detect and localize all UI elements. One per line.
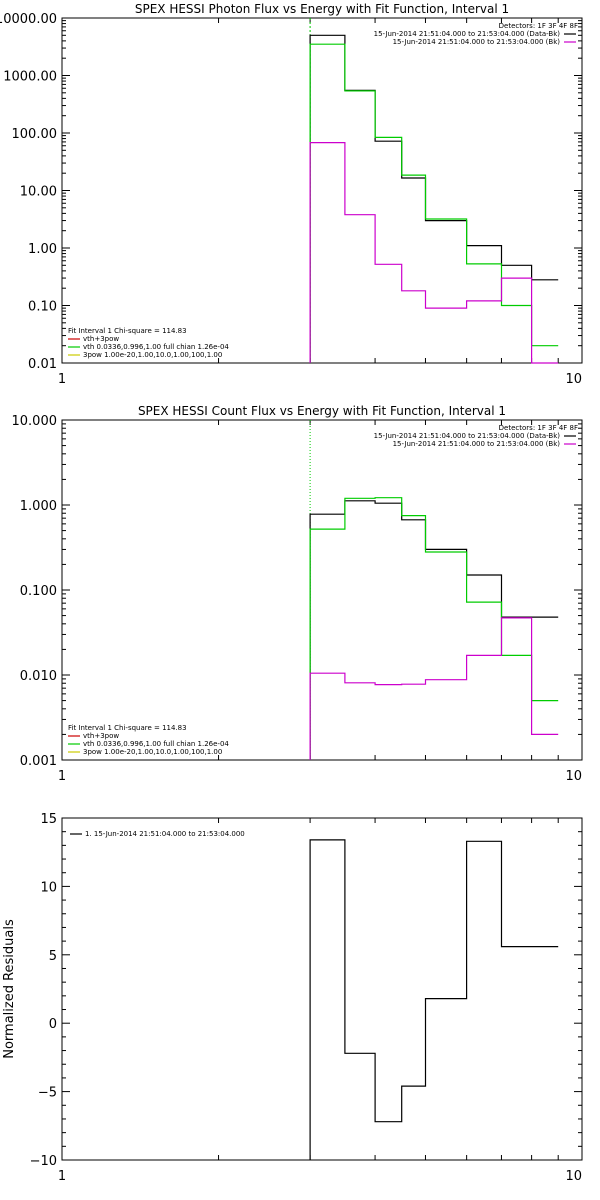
series-line-data-bk xyxy=(309,500,559,760)
y-tick-label: 5 xyxy=(49,949,57,964)
x-tick-label: 10 xyxy=(565,372,582,387)
legend-entry: Fit Interval 1 Chi-square = 114.83 xyxy=(68,327,187,335)
series-line-data-bk xyxy=(309,34,559,363)
y-tick-label: 10000.00 xyxy=(0,12,57,27)
legend-entry: vth+3pow xyxy=(83,732,119,740)
y-tick-label: 100.00 xyxy=(12,127,58,142)
y-tick-label: 10 xyxy=(40,880,57,895)
y-tick-label: 0.010 xyxy=(20,669,57,684)
legend-entry: Detectors: 1F 3F 4F 8F xyxy=(499,424,578,432)
y-tick-label: −5 xyxy=(38,1086,57,1101)
legend-entry: Fit Interval 1 Chi-square = 114.83 xyxy=(68,724,187,732)
y-tick-label: −10 xyxy=(30,1154,57,1169)
chart-panel-count-flux: SPEX HESSI Count Flux vs Energy with Fit… xyxy=(12,404,583,784)
x-tick-label: 10 xyxy=(565,1169,582,1184)
legend-entry: vth 0.0336,0.996,1.00 full chian 1.26e-0… xyxy=(83,343,229,351)
x-tick-label: 10 xyxy=(565,769,582,784)
x-tick-label: 1 xyxy=(58,372,66,387)
series-line-bk xyxy=(309,617,559,760)
y-tick-label: 0 xyxy=(49,1017,57,1032)
y-tick-label: 15 xyxy=(40,812,57,827)
legend-entry: 1. 15-Jun-2014 21:51:04.000 to 21:53:04.… xyxy=(85,830,245,838)
y-tick-label: 1000.00 xyxy=(3,70,57,85)
y-tick-label: 10.000 xyxy=(12,414,58,429)
legend-entry: 15-Jun-2014 21:51:04.000 to 21:53:04.000… xyxy=(374,30,561,38)
chart-panel-photon-flux: SPEX HESSI Photon Flux vs Energy with Fi… xyxy=(0,2,583,387)
x-tick-label: 1 xyxy=(58,769,66,784)
y-tick-label: 0.01 xyxy=(28,357,57,372)
series-line-bk xyxy=(309,142,559,364)
series-line-residuals xyxy=(309,839,559,1160)
legend-entry: 15-Jun-2014 21:51:04.000 to 21:53:04.000… xyxy=(393,440,561,448)
chart-title: SPEX HESSI Count Flux vs Energy with Fit… xyxy=(138,404,506,418)
plot-frame xyxy=(61,817,583,1161)
y-tick-label: 10.00 xyxy=(20,185,57,200)
chart-title: SPEX HESSI Photon Flux vs Energy with Fi… xyxy=(135,2,509,16)
legend-entry: 3pow 1.00e-20,1.00,10.0,1.00,100,1.00 xyxy=(83,351,222,359)
y-tick-label: 0.100 xyxy=(20,584,57,599)
y-tick-label: 0.001 xyxy=(20,754,57,769)
y-tick-label: 1.00 xyxy=(28,242,57,257)
legend-entry: 15-Jun-2014 21:51:04.000 to 21:53:04.000… xyxy=(374,432,561,440)
plot-frame xyxy=(61,17,583,364)
legend-entry: 3pow 1.00e-20,1.00,10.0,1.00,100,1.00 xyxy=(83,748,222,756)
legend-entry: Detectors: 1F 3F 4F 8F xyxy=(499,22,578,30)
series-line-vth-3pow xyxy=(309,43,559,363)
legend-entry: vth+3pow xyxy=(83,335,119,343)
x-tick-label: 1 xyxy=(58,1169,66,1184)
y-tick-label: 1.000 xyxy=(20,499,57,514)
series-line-vth-3pow xyxy=(309,497,559,760)
y-axis-label: Normalized Residuals xyxy=(2,919,17,1059)
plot-frame xyxy=(61,419,583,761)
legend-entry: 15-Jun-2014 21:51:04.000 to 21:53:04.000… xyxy=(393,38,561,46)
chart-panel-residuals: Normalized Residuals 15 10 5 0 −5 −101 10 1. 15-… xyxy=(2,812,583,1184)
y-tick-label: 0.10 xyxy=(28,300,57,315)
legend-entry: vth 0.0336,0.996,1.00 full chian 1.26e-0… xyxy=(83,740,229,748)
